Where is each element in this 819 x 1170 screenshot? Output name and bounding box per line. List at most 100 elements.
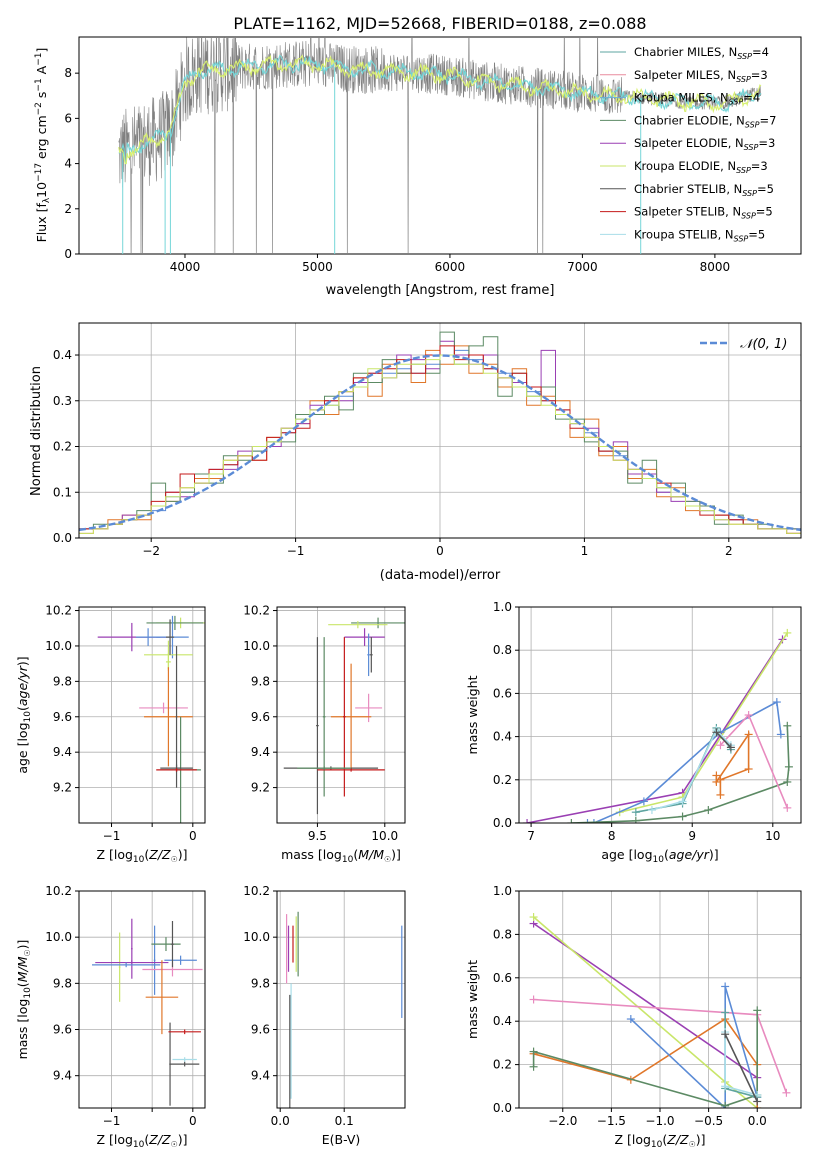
x-tick-label: 8000 bbox=[700, 260, 731, 274]
spectrum-legend: Chabrier MILES, NSSP=4 Salpeter MILES, NS… bbox=[600, 45, 776, 243]
y-tick-label: 1.0 bbox=[493, 884, 512, 898]
histogram-panel: −2 −1 0 1 2 0.0 0.1 0.2 0.3 0.4 (data-model)/erro… bbox=[29, 322, 802, 583]
legend-label: Salpeter ELODIE, NSSP=3 bbox=[634, 136, 775, 152]
axes-frame bbox=[518, 606, 802, 824]
y-tick-label: 10.2 bbox=[45, 604, 72, 618]
y-tick-label: 0 bbox=[64, 247, 72, 261]
x-tick-label: 9.5 bbox=[308, 829, 327, 843]
mass-weight-line bbox=[532, 1010, 759, 1107]
x-axis-label: Z [log10(Z/Z☉)] bbox=[96, 1132, 187, 1150]
y-tick-label: 9.4 bbox=[251, 745, 270, 759]
y-tick-label: 9.6 bbox=[251, 710, 270, 724]
y-tick-label: 0.0 bbox=[53, 531, 72, 545]
legend-label: Salpeter STELIB, NSSP=5 bbox=[634, 205, 773, 221]
y-axis-label: age [log10(age/yr)] bbox=[15, 656, 33, 773]
x-tick-label: −1 bbox=[103, 1114, 121, 1128]
legend-label: Kroupa MILES, NSSP=4 bbox=[634, 91, 760, 107]
mass-weight-vs-Z-panel: −2.0 −1.5 −1.0 −0.5 0.0 0.0 0.2 0.4 0.6 0.8 1.0 Z [… bbox=[465, 884, 802, 1150]
age-vs-mass-panel: 9.5 10.0 9.2 9.4 9.6 9.8 10.0 10.2 mass [log10(M… bbox=[243, 604, 406, 865]
x-tick-label: 0.0 bbox=[271, 1114, 290, 1128]
plot-area bbox=[286, 911, 403, 1108]
x-tick-label: −2 bbox=[142, 544, 160, 558]
y-tick-label: 6 bbox=[64, 111, 72, 125]
x-axis-label: E(B-V) bbox=[322, 1132, 361, 1147]
x-tick-label: 0 bbox=[189, 1114, 197, 1128]
y-tick-label: 10.0 bbox=[243, 639, 270, 653]
y-tick-label: 10.2 bbox=[243, 884, 270, 898]
x-axis-label: Z [log10(Z/Z☉)] bbox=[96, 847, 187, 865]
plot-area bbox=[283, 617, 405, 815]
gaussian-curve bbox=[79, 354, 801, 532]
histogram-xlabel: (data-model)/error bbox=[380, 568, 501, 583]
plot-area bbox=[523, 628, 793, 823]
y-tick-label: 0.4 bbox=[493, 730, 512, 744]
mass-weight-line bbox=[724, 1033, 758, 1102]
mass-weight-vs-age-panel: 7 8 9 10 0.0 0.2 0.4 0.6 0.8 1.0 age [log10(age/yr… bbox=[465, 600, 802, 865]
y-tick-label: 9.4 bbox=[251, 1069, 270, 1083]
x-tick-label: −0.5 bbox=[694, 1114, 723, 1128]
x-tick-label: −1.5 bbox=[597, 1114, 626, 1128]
x-tick-label: 7000 bbox=[567, 260, 598, 274]
y-tick-label: 9.2 bbox=[251, 781, 270, 795]
x-tick-label: 10.0 bbox=[371, 829, 398, 843]
y-tick-label: 10.2 bbox=[243, 604, 270, 618]
legend-label: Kroupa ELODIE, NSSP=3 bbox=[634, 159, 768, 175]
y-tick-label: 0.2 bbox=[53, 440, 72, 454]
y-tick-label: 10.0 bbox=[45, 930, 72, 944]
y-tick-label: 0.8 bbox=[493, 643, 512, 657]
y-axis-label: mass weight bbox=[465, 675, 480, 754]
legend-label: Chabrier MILES, NSSP=4 bbox=[634, 45, 769, 61]
spectrum-ylabel: Flux [fλ10−17 erg cm−2 s−1 A−1] bbox=[34, 48, 52, 243]
x-tick-label: 0.1 bbox=[335, 1114, 354, 1128]
x-tick-label: 5000 bbox=[302, 260, 333, 274]
plot-area bbox=[97, 615, 205, 823]
y-tick-label: 9.8 bbox=[251, 674, 270, 688]
legend-label: Chabrier STELIB, NSSP=5 bbox=[634, 182, 774, 198]
x-tick-label: 10 bbox=[765, 829, 780, 843]
y-tick-label: 0.4 bbox=[493, 1014, 512, 1028]
histogram-legend: 𝒩(0, 1) bbox=[700, 337, 787, 352]
x-tick-label: 7 bbox=[527, 829, 535, 843]
y-tick-label: 9.6 bbox=[53, 1023, 72, 1037]
mass-weight-line bbox=[526, 638, 784, 823]
x-tick-label: 0 bbox=[436, 544, 444, 558]
legend-label: Salpeter MILES, NSSP=3 bbox=[634, 68, 768, 84]
y-tick-label: 8 bbox=[64, 66, 72, 80]
y-tick-label: 0.2 bbox=[493, 773, 512, 787]
y-tick-label: 9.8 bbox=[53, 976, 72, 990]
axes-frame bbox=[78, 606, 206, 824]
y-tick-label: 0.0 bbox=[493, 816, 512, 830]
y-tick-label: 9.2 bbox=[53, 781, 72, 795]
x-tick-label: 2 bbox=[725, 544, 733, 558]
spectrum-axes bbox=[78, 36, 802, 255]
y-tick-label: 9.4 bbox=[53, 1069, 72, 1083]
y-tick-label: 1.0 bbox=[493, 600, 512, 614]
spectrum-xlabel: wavelength [Angstrom, rest frame] bbox=[326, 283, 555, 298]
x-axis-label: mass [log10(M/M☉)] bbox=[281, 847, 401, 865]
mass-weight-line bbox=[619, 632, 788, 813]
y-tick-label: 0.0 bbox=[493, 1101, 512, 1115]
gaussian-legend-label: 𝒩(0, 1) bbox=[740, 337, 787, 352]
x-tick-label: 6000 bbox=[435, 260, 466, 274]
figure-title: PLATE=1162, MJD=52668, FIBERID=0188, z=0… bbox=[233, 14, 646, 33]
y-tick-label: 10.0 bbox=[45, 639, 72, 653]
y-tick-label: 9.6 bbox=[53, 710, 72, 724]
x-tick-label: 0.0 bbox=[748, 1114, 767, 1128]
legend-label: Kroupa STELIB, NSSP=5 bbox=[634, 227, 765, 243]
y-axis-label: mass [log10(M/M☉)] bbox=[15, 940, 33, 1060]
y-tick-label: 9.6 bbox=[251, 1023, 270, 1037]
x-tick-label: 1 bbox=[581, 544, 589, 558]
x-tick-label: −2.0 bbox=[548, 1114, 577, 1128]
x-tick-label: −1 bbox=[103, 829, 121, 843]
age-vs-Z-panel: −1 0 9.2 9.4 9.6 9.8 10.0 10.2 Z [log10(Z/Z☉)] ag… bbox=[15, 604, 206, 865]
y-tick-label: 4 bbox=[64, 157, 72, 171]
mass-weight-line bbox=[715, 731, 732, 748]
axes-frame bbox=[276, 606, 406, 824]
x-tick-label: −1 bbox=[287, 544, 305, 558]
x-tick-label: 8 bbox=[608, 829, 616, 843]
mass-weight-line bbox=[587, 700, 782, 823]
plot-area bbox=[92, 918, 203, 1106]
mass-vs-EBV-panel: 0.0 0.1 9.4 9.6 9.8 10.0 10.2 E(B-V) bbox=[243, 884, 406, 1147]
y-tick-label: 0.2 bbox=[493, 1058, 512, 1072]
